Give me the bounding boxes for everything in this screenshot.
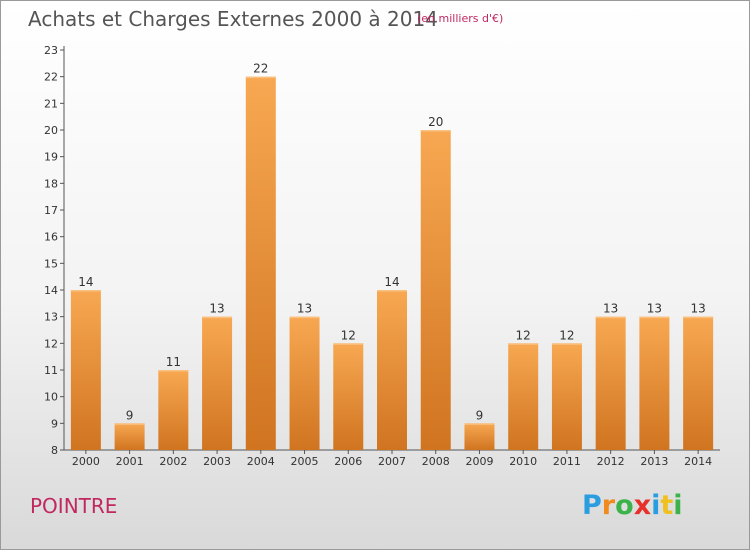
bar-highlight <box>158 370 189 372</box>
x-tick-label: 2013 <box>640 455 668 468</box>
y-tick-label: 10 <box>44 391 58 404</box>
bar-highlight <box>202 316 233 319</box>
logo-letter: P <box>582 490 602 521</box>
bar <box>245 76 276 451</box>
x-tick-label: 2011 <box>553 455 581 468</box>
y-tick-label: 14 <box>44 284 58 297</box>
y-tick-label: 9 <box>51 417 58 430</box>
logo-letter: i <box>651 490 661 521</box>
y-tick-label: 17 <box>44 204 58 217</box>
data-label: 11 <box>166 355 181 369</box>
y-tick-label: 23 <box>44 44 58 57</box>
x-tick-label: 2009 <box>465 455 493 468</box>
bar-highlight <box>377 290 407 292</box>
logo-letter: i <box>673 490 683 521</box>
x-tick-label: 2006 <box>334 455 362 468</box>
data-label: 12 <box>516 328 531 342</box>
data-label: 14 <box>78 275 93 289</box>
bar-highlight <box>464 423 495 425</box>
data-label: 9 <box>126 408 134 422</box>
y-tick-label: 19 <box>44 151 58 164</box>
bar-highlight <box>595 316 626 319</box>
bars <box>70 76 714 451</box>
bar <box>420 130 451 450</box>
bar <box>289 316 320 450</box>
y-tick-label: 18 <box>44 177 58 190</box>
logo-letter: t <box>660 490 674 521</box>
data-label: 13 <box>647 302 662 316</box>
bar <box>551 343 582 450</box>
x-tick-label: 2000 <box>72 455 100 468</box>
bar <box>464 423 495 450</box>
bar-highlight <box>289 316 320 319</box>
chart-unit: (en milliers d'€) <box>417 12 504 25</box>
commune-name: POINTRE <box>30 494 118 518</box>
y-tick-label: 22 <box>44 71 58 84</box>
data-label: 20 <box>428 115 443 129</box>
chart-title: Achats et Charges Externes 2000 à 2014 <box>28 7 438 31</box>
logo-letter: o <box>615 490 634 521</box>
x-tick-label: 2012 <box>597 455 625 468</box>
bar-highlight <box>683 316 714 319</box>
bar-highlight <box>639 316 670 319</box>
x-tick-label: 2001 <box>116 455 144 468</box>
bar <box>70 290 101 450</box>
y-tick-label: 15 <box>44 257 58 270</box>
y-tick-label: 16 <box>44 231 58 244</box>
x-tick-label: 2003 <box>203 455 231 468</box>
y-tick-label: 21 <box>44 97 58 110</box>
y-tick-label: 11 <box>44 364 58 377</box>
logo-letter: x <box>633 490 652 521</box>
bar <box>683 316 714 450</box>
x-tick-label: 2002 <box>159 455 187 468</box>
data-label: 13 <box>209 302 224 316</box>
bar <box>158 370 189 450</box>
x-tick-label: 2004 <box>247 455 275 468</box>
bar-highlight <box>420 130 451 132</box>
data-label: 9 <box>476 408 484 422</box>
proxiti-logo: Proxiti <box>582 490 683 521</box>
data-label: 13 <box>603 302 618 316</box>
bar <box>114 423 145 450</box>
bar <box>377 290 407 450</box>
y-tick-label: 8 <box>51 444 58 457</box>
x-tick-label: 2008 <box>422 455 450 468</box>
bar <box>508 343 539 450</box>
bar-highlight <box>70 290 101 292</box>
data-label: 12 <box>341 328 356 342</box>
y-tick-label: 12 <box>44 337 58 350</box>
bar <box>202 316 233 450</box>
y-tick-label: 13 <box>44 311 58 324</box>
bar <box>595 316 626 450</box>
x-tick-label: 2005 <box>291 455 319 468</box>
data-labels: 14 9 11 13 22 13 12 14 20 9 12 12 13 13 13 <box>78 62 706 423</box>
y-tick-label: 20 <box>44 124 58 137</box>
bar <box>333 343 364 450</box>
logo-letter: r <box>601 490 616 521</box>
bar-highlight <box>551 343 582 345</box>
data-label: 22 <box>253 62 268 76</box>
bar-highlight <box>508 343 539 345</box>
bar-highlight <box>245 76 276 79</box>
bar <box>639 316 670 450</box>
x-tick-label: 2010 <box>509 455 537 468</box>
data-label: 13 <box>690 302 705 316</box>
x-tick-label: 2014 <box>684 455 712 468</box>
data-label: 14 <box>384 275 399 289</box>
data-label: 12 <box>559 328 574 342</box>
x-tick-label: 2007 <box>378 455 406 468</box>
bar-highlight <box>333 343 364 345</box>
data-label: 13 <box>297 302 312 316</box>
bar-highlight <box>114 423 145 425</box>
